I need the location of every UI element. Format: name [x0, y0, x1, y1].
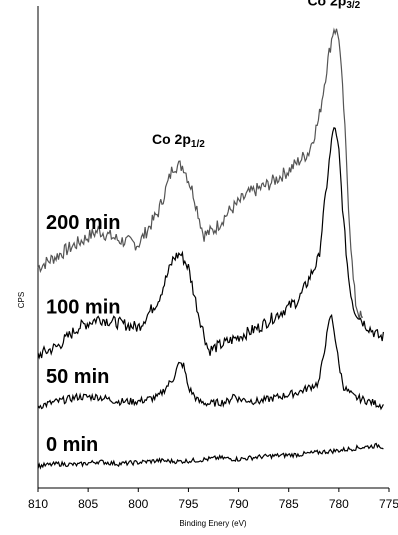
x-tick-label-800: 800: [128, 497, 148, 511]
peak-label-co2p12: Co 2p1/2: [152, 131, 205, 150]
peak-label-main-co2p12: Co 2p: [152, 131, 191, 147]
series-line-50-min: [37, 313, 384, 411]
x-tick-label-785: 785: [279, 497, 299, 511]
x-tick-label-810: 810: [28, 497, 48, 511]
series-line-100-min: [37, 126, 384, 360]
series-label-100-min: 100 min: [46, 297, 120, 319]
x-tick-label-795: 795: [178, 497, 198, 511]
x-tick-label-780: 780: [329, 497, 349, 511]
y-axis-title: CPS: [17, 292, 26, 308]
peak-label-sub-co2p32: 3/2: [346, 0, 360, 11]
peak-label-sub-co2p12: 1/2: [191, 139, 205, 150]
x-tick-label-805: 805: [78, 497, 98, 511]
peak-label-co2p32: Co 2p3/2: [307, 0, 360, 11]
plot-frame: [37, 6, 389, 489]
series-label-0-min: 0 min: [46, 434, 98, 456]
x-tick-label-775: 775: [379, 497, 398, 511]
series-line-0-min: [37, 442, 384, 470]
series-line-200-min: [37, 27, 363, 320]
x-axis-ticks: 810 805 800 795 790 785 780 775: [28, 488, 398, 511]
peak-label-main-co2p32: Co 2p: [307, 0, 346, 8]
series-layer: [37, 27, 384, 470]
series-label-200-min: 200 min: [46, 212, 120, 234]
series-label-50-min: 50 min: [46, 366, 109, 388]
x-tick-label-790: 790: [229, 497, 249, 511]
x-axis-title: Binding Enery (eV): [179, 519, 246, 528]
